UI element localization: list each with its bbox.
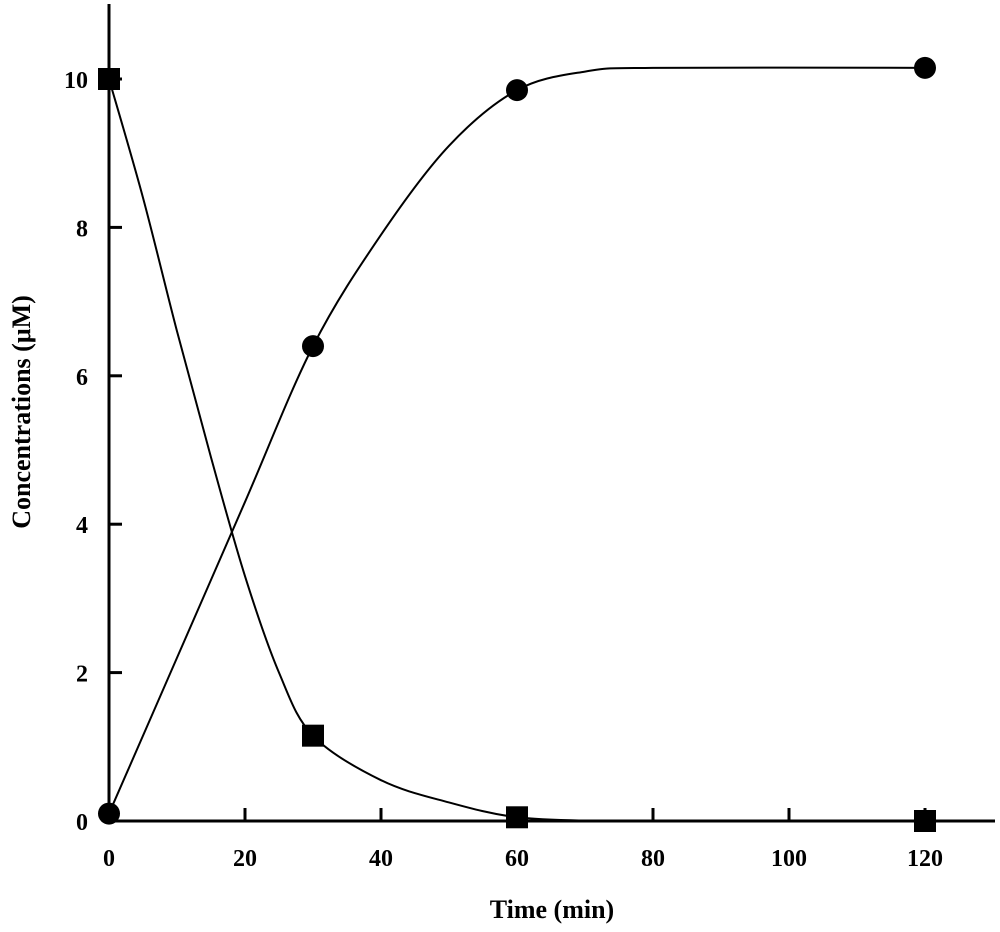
squares-data-point [98, 68, 120, 90]
circles-series-line [108, 66, 926, 814]
x-tick-label: 80 [641, 846, 665, 872]
x-tick-label: 20 [233, 846, 257, 872]
y-tick-label: 8 [76, 216, 88, 242]
squares-data-point [302, 724, 324, 747]
x-tick-label: 40 [369, 846, 393, 872]
y-tick-label: 10 [64, 68, 88, 94]
squares-series-line [108, 78, 599, 822]
circles-data-point [98, 802, 120, 825]
x-axis-label: Time (min) [490, 895, 614, 924]
squares-data-point [914, 810, 936, 832]
circles-data-point [302, 335, 324, 358]
x-tick-label: 120 [907, 846, 943, 872]
x-tick-label: 100 [771, 846, 807, 872]
squares-data-point [506, 806, 528, 829]
y-tick-label: 6 [76, 365, 88, 391]
x-tick-label: 60 [505, 846, 529, 872]
circles-data-point [506, 79, 528, 102]
circles-data-point [914, 56, 936, 79]
y-tick-label: 0 [76, 810, 88, 836]
x-tick-label: 0 [103, 846, 115, 872]
y-tick-label: 4 [76, 513, 88, 539]
y-axis-label: Concentrations (μM) [7, 295, 36, 529]
y-tick-label: 2 [76, 662, 88, 688]
